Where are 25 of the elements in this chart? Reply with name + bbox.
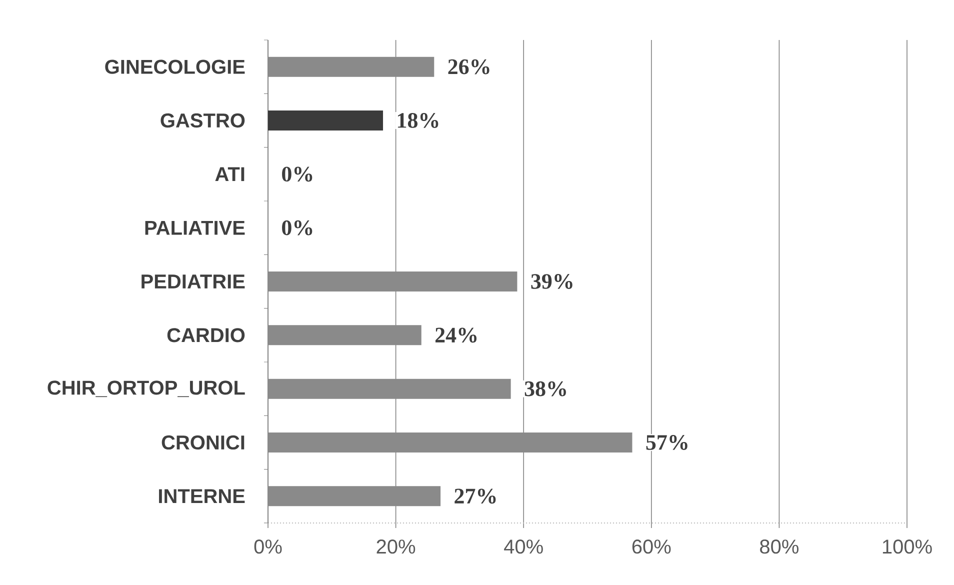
y-tick-label: PALIATIVE xyxy=(145,220,245,235)
y-tick-label: CRONICI xyxy=(162,435,244,450)
y-tick-label: GASTRO xyxy=(160,113,245,128)
data-label: 0% xyxy=(282,166,312,182)
data-label: 18% xyxy=(398,113,438,128)
y-tick-label: CHIR_ORTOP_UROL xyxy=(48,380,245,398)
data-label: 24% xyxy=(435,328,476,343)
x-tick-label: 40% xyxy=(504,540,543,554)
bar xyxy=(268,110,384,130)
y-tick-label: ATI xyxy=(215,167,244,182)
y-tick-label: PEDIATRIE xyxy=(142,274,245,288)
x-tick-label: 80% xyxy=(760,540,798,554)
x-tick-label: 100% xyxy=(882,540,932,554)
y-tick-label: GINECOLOGIE xyxy=(105,60,245,74)
data-label: 39% xyxy=(531,274,572,289)
data-label: 57% xyxy=(646,435,688,450)
data-label: 0% xyxy=(282,220,312,236)
y-tick-label: INTERNE xyxy=(159,489,245,504)
data-label: 26% xyxy=(448,59,490,74)
x-tick-label: 0% xyxy=(254,540,282,554)
data-label: 38% xyxy=(524,381,566,396)
y-tick-label: CARDIO xyxy=(167,328,245,342)
x-tick-label: 60% xyxy=(632,540,671,554)
x-tick-label: 20% xyxy=(376,540,416,554)
data-label: 27% xyxy=(454,488,496,504)
